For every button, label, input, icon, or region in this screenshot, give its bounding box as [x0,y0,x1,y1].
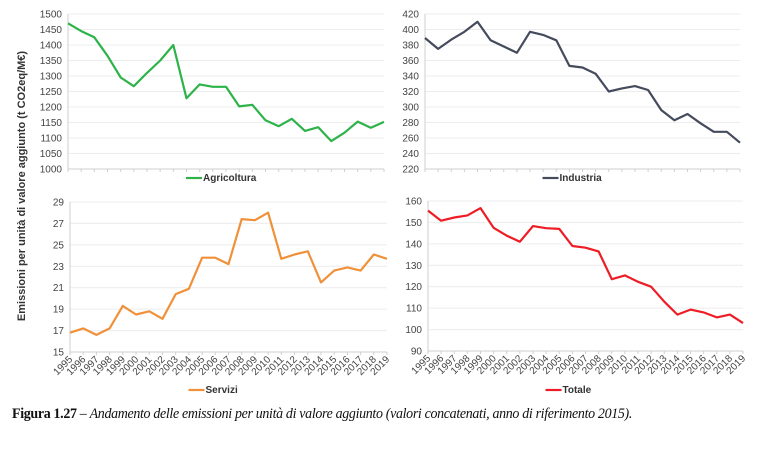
y-tick-label: 120 [405,282,422,293]
y-tick-label: 340 [402,72,419,83]
y-tick-label: 90 [411,347,423,358]
y-tick-label: 15 [53,348,65,359]
y-tick-label: 150 [405,218,422,229]
caption-separator: – [76,406,90,422]
y-tick-label: 21 [53,283,65,294]
y-tick-label: 360 [402,56,419,67]
y-tick-label: 1350 [40,56,63,67]
y-tick-label: 23 [53,262,65,273]
y-tick-label: 130 [405,261,422,272]
series-line-totale [427,207,744,325]
series-line-agricoltura [67,22,385,143]
caption-text: Andamento delle emissioni per unità di v… [89,406,633,422]
figure-caption: Figura 1.27 – Andamento delle emissioni … [12,404,765,425]
y-tick-label: 17 [53,326,65,337]
y-tick-label: 25 [53,240,65,251]
y-tick-label: 19 [53,305,65,316]
caption-label: Figura 1.27 [12,406,77,422]
y-tick-label: 1450 [40,25,63,36]
series-line-industria [424,20,741,144]
y-tick-label: 1000 [40,165,63,176]
y-tick-label: 1400 [40,41,63,52]
y-tick-label: 220 [402,165,419,176]
y-tick-label: 29 [53,198,65,209]
y-tick-label: 320 [402,87,419,98]
y-tick-label: 240 [402,149,419,160]
series-line-servizi [69,211,388,336]
legend-label: Servizi [206,385,238,396]
y-tick-label: 1200 [40,103,63,114]
y-tick-label: 1100 [40,134,62,145]
legend-label: Agricoltura [203,173,257,184]
y-tick-label: 420 [402,10,419,21]
y-tick-label: 1250 [40,87,63,98]
y-tick-label: 27 [53,219,65,230]
y-tick-label: 1050 [40,149,63,160]
y-axis-title: Emissioni per unità di valore aggiunto (… [16,51,28,321]
y-tick-label: 1500 [40,10,63,21]
y-tick-label: 100 [405,325,422,336]
emissions-charts: Emissioni per unità di valore aggiunto (… [16,10,748,397]
y-tick-label: 280 [402,118,419,129]
y-tick-label: 400 [402,25,419,36]
y-tick-label: 140 [405,239,422,250]
y-tick-label: 300 [402,103,419,114]
y-tick-label: 380 [402,41,419,52]
y-tick-label: 1150 [40,118,62,129]
legend-label: Industria [560,173,603,184]
y-tick-label: 110 [406,304,422,315]
legend-label: Totale [563,385,592,396]
y-tick-label: 260 [402,134,419,145]
y-tick-label: 1300 [40,72,63,83]
y-tick-label: 160 [405,197,422,208]
